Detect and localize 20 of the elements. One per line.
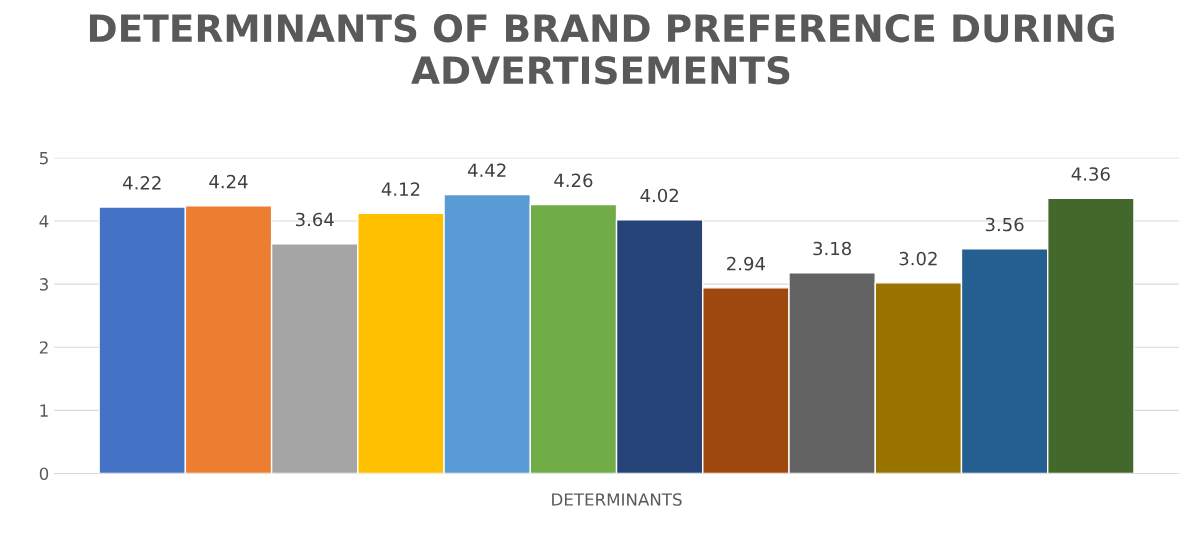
data-label: 4.24 [209, 174, 248, 189]
data-label: 3.64 [295, 212, 334, 227]
y-tick-label: 5 [39, 152, 48, 165]
data-label: 4.02 [640, 188, 678, 203]
data-label: 4.22 [123, 176, 161, 190]
y-tick-label: 4 [39, 215, 49, 228]
x-tick-label: DETERMINANTS [552, 493, 682, 506]
data-label: 4.36 [1071, 167, 1110, 181]
data-label: 4.26 [554, 173, 593, 188]
data-label: 3.02 [899, 251, 937, 266]
y-tick-label: 1 [40, 404, 48, 417]
data-label: 4.42 [467, 163, 506, 177]
data-label: 3.56 [985, 217, 1024, 232]
data-label: 4.12 [381, 182, 420, 196]
data-label: 3.18 [813, 241, 851, 256]
chart-title: DETERMINANTS OF BRAND PREFERENCE DURING ADVERTISEMENTS [89, 14, 1114, 85]
y-tick-label: 2 [39, 341, 48, 354]
y-tick-label: 3 [39, 278, 48, 291]
data-label: 2.94 [727, 256, 765, 271]
y-tick-label: 0 [39, 467, 49, 481]
